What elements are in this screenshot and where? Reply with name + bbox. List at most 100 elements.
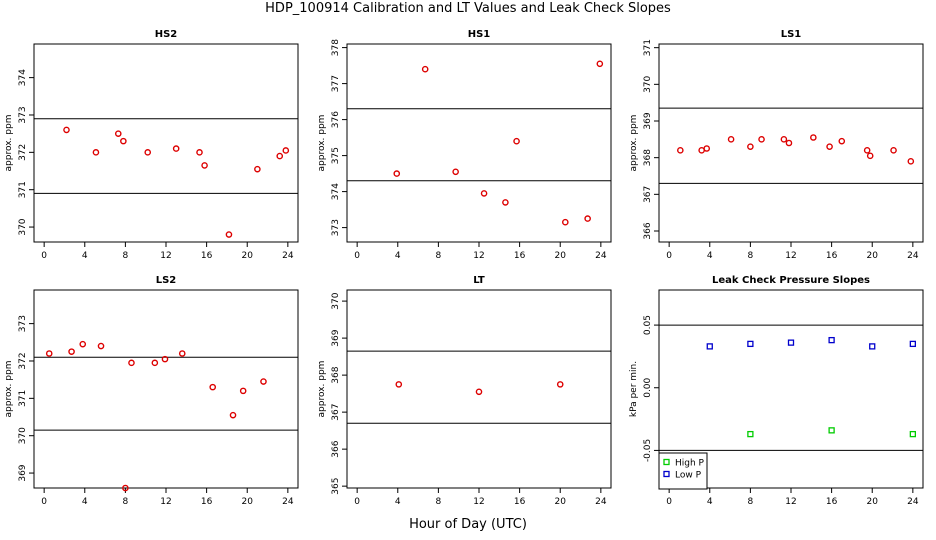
data-point [421, 65, 429, 73]
data-point [144, 149, 152, 156]
x-tick-label: 24 [282, 251, 294, 261]
data-point [260, 378, 267, 385]
y-tick-label: 375 [331, 147, 341, 164]
x-tick-label: 8 [748, 251, 754, 261]
data-point [452, 168, 459, 176]
x-tick-label: 0 [354, 497, 360, 507]
x-tick-label: 20 [867, 251, 879, 261]
y-tick-label: 370 [18, 427, 28, 444]
data-point [97, 342, 105, 350]
data-point [838, 137, 846, 145]
data-point [92, 149, 100, 156]
x-tick-label: 20 [555, 251, 567, 261]
plot-frame [33, 289, 299, 489]
x-tick-label: 20 [555, 497, 567, 507]
data-point [254, 165, 261, 173]
x-tick-label: 16 [514, 251, 526, 261]
data-point [556, 381, 564, 388]
x-tick-label: 12 [160, 497, 171, 507]
figure-title: HDP_100914 Calibration and LT Values and… [265, 1, 671, 16]
y-tick-label: 373 [18, 315, 28, 332]
y-tick-label: 365 [331, 478, 341, 495]
data-point [502, 199, 509, 206]
x-tick-label: 24 [282, 497, 294, 507]
y-axis-label: approx. ppm [317, 361, 327, 418]
chart-panel-4: LS2 0 4 8 12 16 20 24 369 370 371 372 373 approx. ppm [4, 275, 299, 507]
y-tick-label: 0.00 [643, 377, 653, 397]
x-tick-label: 24 [907, 251, 919, 261]
data-point [677, 147, 684, 154]
x-tick-label: 4 [707, 497, 713, 507]
y-tick-label: 0.05 [643, 315, 653, 335]
plot-frame [346, 43, 612, 243]
data-point [909, 430, 916, 438]
chart-panel-2: HS1 0 4 8 12 16 20 24 373 374 375 376 377 378 approx. … [317, 29, 612, 261]
x-tick-label: 12 [473, 251, 484, 261]
panel-title: HS1 [468, 29, 491, 40]
x-tick-label: 16 [826, 497, 838, 507]
data-point [869, 343, 876, 350]
x-tick-label: 8 [748, 497, 754, 507]
y-tick-label: 370 [18, 218, 28, 235]
x-tick-label: 8 [436, 251, 442, 261]
y-tick-label: 369 [643, 112, 653, 129]
data-point [866, 152, 874, 160]
data-point [596, 60, 604, 68]
y-tick-label: 378 [331, 39, 341, 56]
y-tick-label: 372 [18, 144, 28, 161]
x-tick-label: 24 [595, 251, 607, 261]
data-point [584, 215, 591, 222]
data-point [239, 387, 247, 395]
data-point [780, 136, 788, 143]
data-point [828, 427, 835, 434]
data-point [128, 359, 135, 367]
y-axis-label: kPa per min. [629, 361, 639, 417]
x-tick-label: 0 [354, 251, 360, 261]
chart-panel-1: HS2 0 4 8 12 16 20 24 370 371 372 373 374 approx. ppm [4, 29, 299, 261]
y-tick-label: 377 [331, 75, 341, 92]
y-tick-label: -0.05 [643, 439, 653, 462]
x-tick-label: 4 [707, 251, 713, 261]
data-point [747, 340, 754, 348]
data-point [282, 147, 290, 154]
x-tick-label: 8 [436, 497, 442, 507]
y-tick-label: 371 [18, 181, 28, 198]
data-point [480, 190, 488, 197]
chart-panel-6: Leak Check Pressure Slopes 0 4 8 12 16 20 24 -0.… [629, 275, 924, 507]
data-point [562, 218, 569, 226]
data-point [178, 350, 186, 357]
data-point [393, 170, 401, 177]
y-axis-label: approx. ppm [4, 361, 14, 418]
x-tick-label: 8 [123, 251, 129, 261]
data-point [63, 126, 70, 134]
y-tick-label: 370 [331, 292, 341, 309]
chart-panel-5: LT 0 4 8 12 16 20 24 365 366 367 368 369 370 approx. p… [317, 275, 612, 507]
x-tick-label: 0 [41, 251, 47, 261]
data-point [475, 388, 483, 396]
x-tick-label: 0 [666, 251, 672, 261]
y-axis-label: approx. ppm [629, 115, 639, 172]
y-tick-label: 368 [643, 149, 653, 166]
panel-title: LS1 [781, 29, 802, 40]
data-point [828, 336, 835, 344]
data-point [122, 484, 129, 492]
x-tick-label: 24 [595, 497, 607, 507]
data-point [172, 145, 180, 152]
y-tick-label: 371 [643, 39, 653, 56]
data-point [209, 383, 217, 391]
y-tick-label: 367 [643, 186, 653, 203]
x-tick-label: 12 [160, 251, 171, 261]
data-point [79, 340, 87, 348]
x-tick-label: 12 [473, 497, 484, 507]
x-tick-label: 12 [785, 251, 796, 261]
data-point [229, 411, 237, 419]
data-point [151, 359, 159, 367]
y-tick-label: 376 [331, 111, 341, 128]
data-point [787, 339, 795, 346]
x-tick-label: 4 [395, 251, 401, 261]
x-tick-label: 4 [82, 497, 88, 507]
y-tick-label: 370 [643, 75, 653, 92]
x-tick-label: 0 [666, 497, 672, 507]
data-point [201, 162, 208, 169]
y-axis-label: approx. ppm [317, 115, 327, 172]
